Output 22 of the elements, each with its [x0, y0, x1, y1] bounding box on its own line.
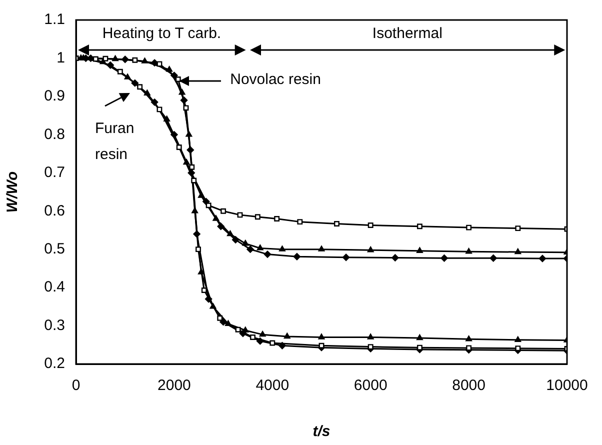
x-axis-title: t/s [312, 423, 330, 440]
x-tick-label: 2000 [158, 377, 191, 394]
y-tick-label: 0.4 [44, 278, 65, 296]
y-tick-label: 0.6 [44, 202, 65, 220]
y-axis-title: W/Wo [4, 171, 22, 213]
y-tick-label: 0.2 [44, 355, 65, 372]
y-tick-label: 0.9 [44, 88, 65, 105]
annotation: Furan resin [95, 118, 136, 166]
x-tick-label: 10000 [546, 377, 588, 394]
x-tick-label: 6000 [354, 377, 388, 394]
x-tick-label: 4000 [256, 377, 290, 394]
y-tick-label: 0.3 [44, 316, 65, 334]
x-tick-label: 0 [72, 377, 80, 394]
x-tick-label: 8000 [452, 377, 486, 394]
y-tick-label: 1.1 [44, 11, 65, 28]
annotation: Isothermal [372, 24, 442, 42]
annotation: Novolac resin [230, 70, 321, 88]
y-tick-label: 1 [56, 49, 65, 66]
y-tick-label: 0.7 [44, 164, 65, 182]
annotation: Heating to T carb. [102, 24, 222, 42]
y-tick-label: 0.5 [44, 240, 65, 258]
y-tick-label: 0.8 [44, 126, 65, 143]
